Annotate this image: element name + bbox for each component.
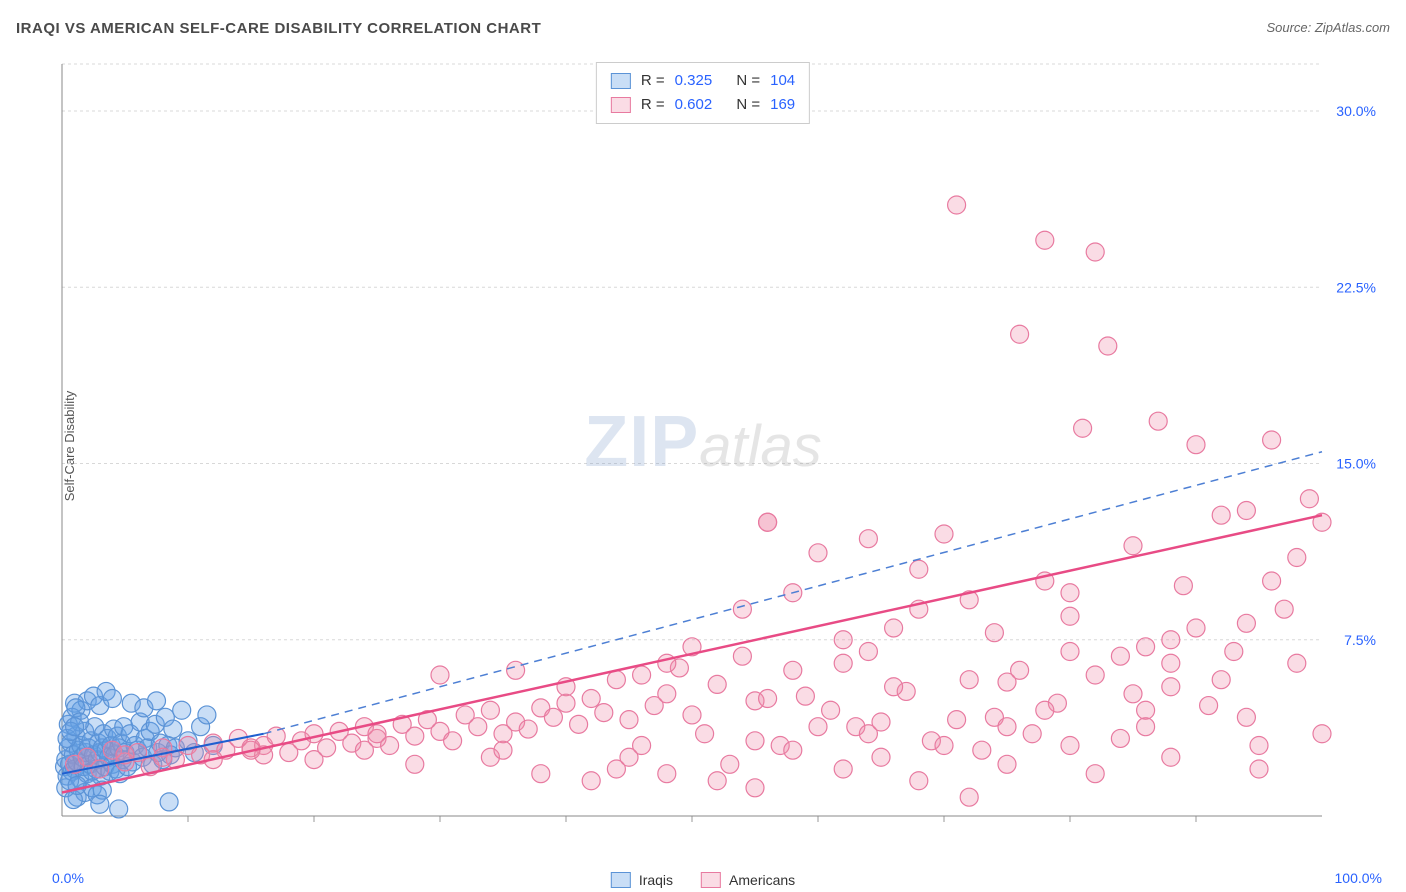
r-label: R = (641, 69, 665, 93)
x-max-label: 100.0% (1335, 870, 1382, 886)
n-label: N = (736, 69, 760, 93)
chart-title: IRAQI VS AMERICAN SELF-CARE DISABILITY C… (16, 20, 541, 37)
r-value-americans: 0.602 (675, 93, 713, 117)
r-value-iraqis: 0.325 (675, 69, 713, 93)
svg-text:22.5%: 22.5% (1336, 279, 1376, 295)
svg-text:15.0%: 15.0% (1336, 456, 1376, 472)
n-value-iraqis: 104 (770, 69, 795, 93)
r-label: R = (641, 93, 665, 117)
legend-item-iraqis: Iraqis (611, 872, 673, 888)
svg-text:7.5%: 7.5% (1344, 632, 1376, 648)
scatter-svg: 7.5% 15.0% 22.5% 30.0% (52, 56, 1382, 856)
plot-area: 7.5% 15.0% 22.5% 30.0% (52, 56, 1382, 856)
legend-item-americans: Americans (701, 872, 795, 888)
n-label: N = (736, 93, 760, 117)
bottom-legend: Iraqis Americans (611, 872, 795, 888)
n-value-americans: 169 (770, 93, 795, 117)
swatch-americans (611, 97, 631, 113)
x-min-label: 0.0% (52, 870, 84, 886)
stats-legend: R = 0.325 N = 104 R = 0.602 N = 169 (596, 62, 810, 124)
legend-label-americans: Americans (729, 872, 795, 888)
legend-swatch-iraqis (611, 872, 631, 888)
stats-row-iraqis: R = 0.325 N = 104 (611, 69, 795, 93)
legend-label-iraqis: Iraqis (639, 872, 673, 888)
legend-swatch-americans (701, 872, 721, 888)
swatch-iraqis (611, 73, 631, 89)
svg-text:30.0%: 30.0% (1336, 103, 1376, 119)
source-label: Source: ZipAtlas.com (1266, 20, 1390, 35)
stats-row-americans: R = 0.602 N = 169 (611, 93, 795, 117)
